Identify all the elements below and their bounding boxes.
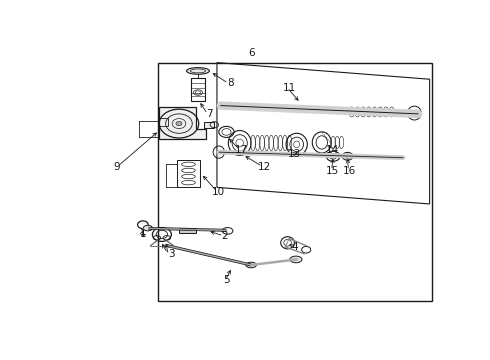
Text: 12: 12 (258, 162, 271, 172)
Text: 7: 7 (206, 109, 213, 119)
Text: 9: 9 (113, 162, 120, 172)
Text: 15: 15 (326, 166, 340, 176)
Text: 5: 5 (223, 275, 230, 285)
Ellipse shape (143, 225, 152, 231)
Bar (179, 228, 196, 233)
Bar (158, 63, 432, 301)
Text: 1: 1 (140, 229, 146, 239)
Text: 16: 16 (343, 166, 357, 176)
Text: 3: 3 (168, 249, 175, 259)
Text: 14: 14 (326, 145, 340, 155)
Text: 2: 2 (221, 231, 228, 241)
Text: 11: 11 (282, 82, 296, 93)
Text: 8: 8 (227, 78, 234, 89)
Text: 10: 10 (212, 186, 225, 197)
Bar (177, 159, 200, 187)
Ellipse shape (176, 121, 182, 126)
Text: 13: 13 (288, 149, 301, 159)
Ellipse shape (187, 68, 209, 74)
Ellipse shape (290, 256, 302, 263)
Bar (204, 122, 214, 128)
Polygon shape (159, 107, 206, 139)
Bar (159, 118, 168, 126)
Text: 6: 6 (248, 48, 254, 58)
Text: 4: 4 (292, 242, 298, 252)
Ellipse shape (246, 262, 256, 268)
Bar (191, 77, 205, 102)
Text: 17: 17 (235, 145, 248, 155)
